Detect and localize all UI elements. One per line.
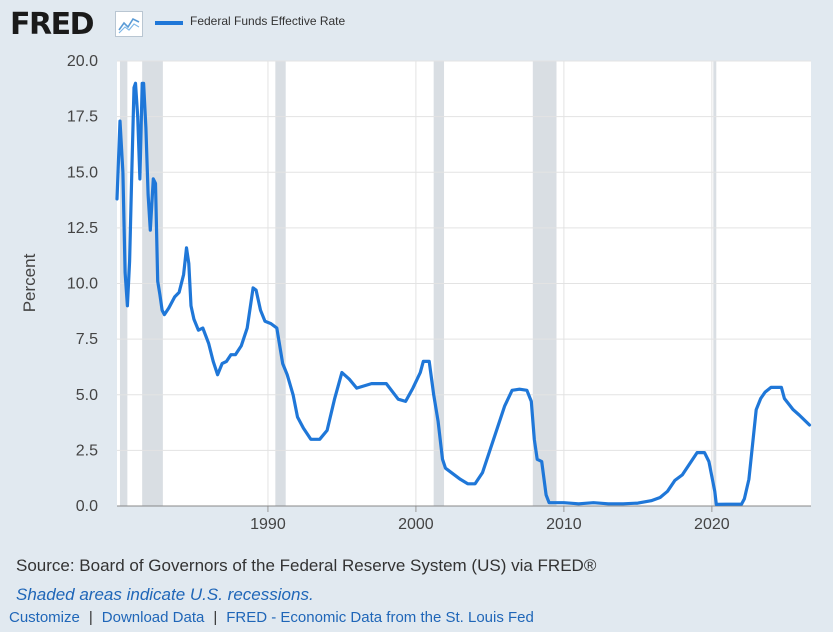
y-tick-label: 12.5	[67, 220, 98, 237]
legend-swatch	[155, 21, 183, 25]
fred-home-link[interactable]: FRED - Economic Data from the St. Louis …	[226, 609, 534, 626]
fred-logo: FRED	[10, 7, 95, 42]
y-tick-label: 15.0	[67, 164, 98, 181]
recession-note: Shaded areas indicate U.S. recessions.	[16, 585, 314, 604]
link-separator: |	[88, 609, 93, 626]
chart: 0.0 2.5 5.0 7.5 10.0 12.5 15.0 17.5 20.0 1990 2000…	[67, 53, 812, 533]
y-tick-label: 5.0	[76, 387, 98, 404]
line-graph-icon[interactable]	[115, 11, 143, 37]
series-line	[115, 81, 812, 506]
customize-link[interactable]: Customize	[9, 609, 80, 626]
x-tick-label: 2000	[398, 516, 434, 533]
y-tick-label: 2.5	[76, 442, 98, 459]
y-tick-label: 17.5	[67, 109, 98, 126]
footer-links: Customize | Download Data | FRED - Economic …	[9, 609, 534, 626]
y-tick-label: 7.5	[76, 331, 98, 348]
x-tick-label: 2020	[694, 516, 730, 533]
download-data-link[interactable]: Download Data	[101, 609, 205, 626]
x-tick-label: 1990	[250, 516, 286, 533]
legend-label[interactable]: Federal Funds Effective Rate	[190, 14, 346, 28]
x-tick-label: 2010	[546, 516, 582, 533]
y-tick-label: 0.0	[76, 498, 98, 515]
y-tick-label: 10.0	[67, 276, 98, 293]
source-note: Source: Board of Governors of the Federa…	[16, 556, 597, 575]
link-separator: |	[213, 609, 218, 626]
y-tick-label: 20.0	[67, 53, 98, 70]
